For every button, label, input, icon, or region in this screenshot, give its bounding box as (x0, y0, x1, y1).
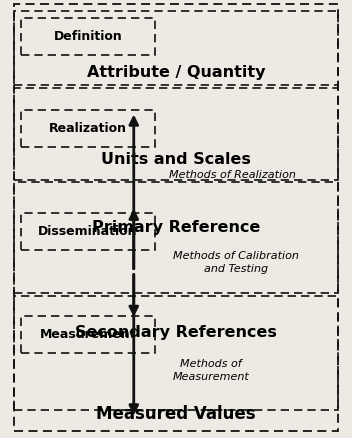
Text: Definition: Definition (54, 30, 122, 43)
Bar (14, 11, 338, 85)
Text: Measurement: Measurement (40, 328, 136, 341)
Text: Measured Values: Measured Values (96, 405, 256, 423)
Text: Dissemination: Dissemination (38, 225, 138, 238)
Text: Realization: Realization (49, 122, 127, 135)
Bar (21, 316, 155, 353)
Bar (21, 110, 155, 147)
Bar (14, 296, 338, 410)
Text: Methods of
Measurement: Methods of Measurement (173, 359, 250, 381)
Text: Methods of Calibration
and Testing: Methods of Calibration and Testing (173, 251, 299, 274)
Bar (14, 182, 338, 293)
Bar (14, 88, 338, 180)
Text: Methods of Realization: Methods of Realization (169, 170, 296, 180)
Text: Attribute / Quantity: Attribute / Quantity (87, 65, 265, 80)
Bar (21, 18, 155, 55)
Text: Primary Reference: Primary Reference (92, 220, 260, 235)
Bar (21, 213, 155, 250)
Text: Units and Scales: Units and Scales (101, 152, 251, 167)
Text: Secondary References: Secondary References (75, 325, 277, 340)
